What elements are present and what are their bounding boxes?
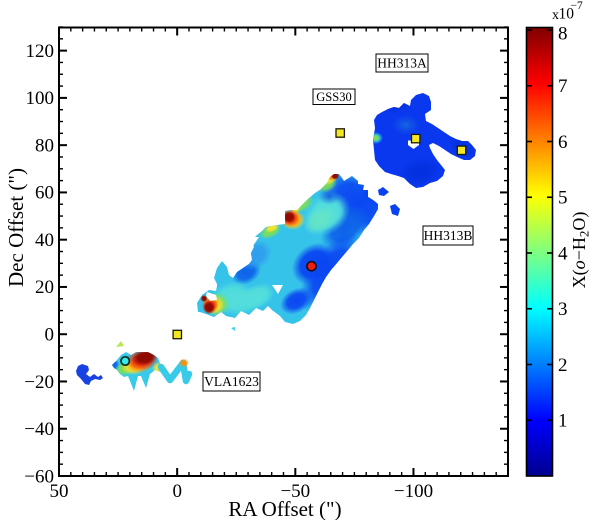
svg-text:HH313A: HH313A <box>377 56 427 71</box>
svg-text:Dec Offset ("): Dec Offset (") <box>4 168 28 287</box>
svg-text:50: 50 <box>50 481 69 502</box>
svg-text:−40: −40 <box>24 419 54 440</box>
svg-text:GSS30: GSS30 <box>316 90 351 104</box>
svg-text:−60: −60 <box>24 466 54 487</box>
svg-text:−100: −100 <box>394 481 433 502</box>
svg-text:80: 80 <box>35 136 54 157</box>
svg-text:10: 10 <box>559 5 575 22</box>
svg-text:8: 8 <box>558 23 568 44</box>
svg-text:x: x <box>552 8 559 23</box>
svg-text:3: 3 <box>558 299 568 320</box>
svg-text:X(o−H2O): X(o−H2O) <box>569 212 592 289</box>
svg-text:5: 5 <box>558 188 568 209</box>
svg-text:VLA1623: VLA1623 <box>204 374 259 389</box>
svg-text:−50: −50 <box>280 481 310 502</box>
svg-text:RA Offset ("): RA Offset (") <box>228 497 341 520</box>
svg-text:0: 0 <box>172 481 182 502</box>
svg-text:0: 0 <box>45 325 55 346</box>
svg-text:−20: −20 <box>24 372 54 393</box>
svg-text:−7: −7 <box>571 0 583 12</box>
svg-text:40: 40 <box>35 230 54 251</box>
svg-text:20: 20 <box>35 277 54 298</box>
svg-text:7: 7 <box>558 76 568 97</box>
svg-text:6: 6 <box>558 132 568 153</box>
svg-text:60: 60 <box>35 183 54 204</box>
svg-text:1: 1 <box>558 411 568 432</box>
svg-text:HH313B: HH313B <box>424 228 473 243</box>
svg-text:2: 2 <box>558 355 568 376</box>
svg-text:120: 120 <box>26 41 55 62</box>
svg-text:4: 4 <box>558 243 568 264</box>
svg-text:100: 100 <box>26 88 55 109</box>
